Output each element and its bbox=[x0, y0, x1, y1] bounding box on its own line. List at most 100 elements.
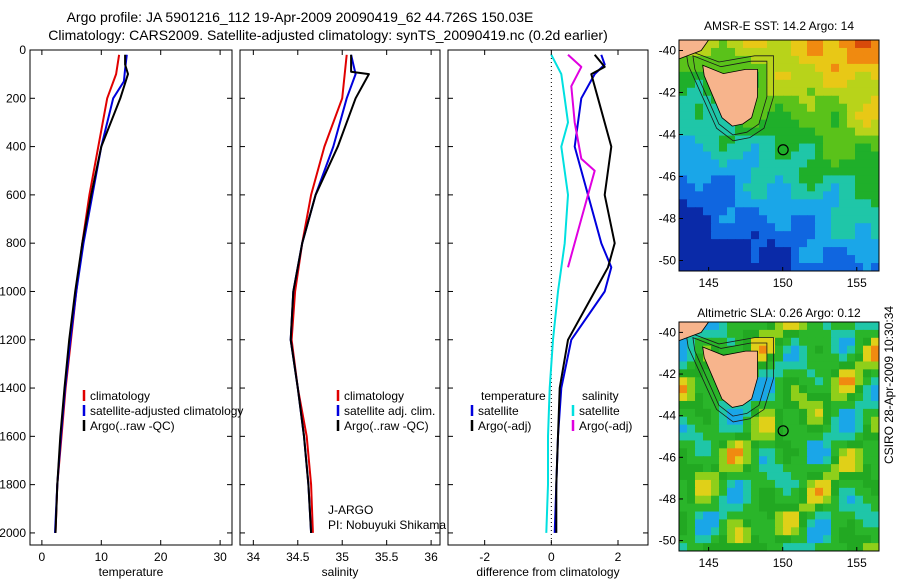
map-cell bbox=[751, 231, 760, 240]
map-cell bbox=[823, 329, 832, 339]
map-cell bbox=[767, 329, 776, 339]
map-cell bbox=[719, 239, 728, 248]
map-cell bbox=[767, 543, 776, 551]
map-cell bbox=[703, 448, 712, 457]
map-cell bbox=[791, 127, 800, 137]
map-cell bbox=[871, 247, 879, 256]
map-cell bbox=[759, 456, 768, 465]
map-cell bbox=[831, 47, 840, 57]
map-cell bbox=[711, 329, 720, 339]
map-cell bbox=[783, 322, 792, 331]
map-cell bbox=[871, 47, 879, 57]
map-cell bbox=[863, 353, 872, 363]
map-cell bbox=[815, 361, 824, 370]
map-cell bbox=[847, 472, 856, 481]
map-cell bbox=[727, 239, 736, 248]
map-cell bbox=[751, 239, 760, 248]
map-cell bbox=[839, 393, 848, 402]
map-cell bbox=[767, 40, 776, 49]
map-cell bbox=[871, 255, 879, 264]
map-cell bbox=[855, 408, 864, 418]
map-cell bbox=[735, 159, 744, 169]
map-cell bbox=[711, 103, 720, 113]
legend-header-salinity: salinity bbox=[582, 389, 619, 403]
map-cell bbox=[863, 408, 872, 418]
map-cell bbox=[743, 263, 752, 271]
map-cell bbox=[727, 456, 736, 465]
map-cell bbox=[823, 135, 832, 145]
map-cell bbox=[775, 183, 784, 192]
map-cell bbox=[799, 159, 808, 169]
map-cell bbox=[855, 527, 864, 536]
map-cell bbox=[687, 503, 696, 513]
map-cell bbox=[823, 432, 832, 442]
map-cell bbox=[839, 385, 848, 394]
x-tick-label: 0 bbox=[39, 550, 46, 564]
map-cell bbox=[863, 143, 872, 153]
map-cell bbox=[679, 87, 688, 97]
map-cell bbox=[863, 151, 872, 161]
map-cell bbox=[735, 479, 744, 489]
map-cell bbox=[687, 361, 696, 370]
map-cell bbox=[783, 87, 792, 97]
map-cell bbox=[743, 143, 752, 153]
tasmania-landmass bbox=[702, 346, 758, 408]
map-cell bbox=[839, 119, 848, 129]
map-cell bbox=[759, 377, 768, 386]
map-cell bbox=[815, 369, 824, 378]
map-cell bbox=[823, 167, 832, 177]
map-cell bbox=[711, 456, 720, 465]
map-cell bbox=[783, 543, 792, 551]
map-cell bbox=[679, 111, 688, 121]
map-cell bbox=[711, 543, 720, 551]
map-cell bbox=[791, 175, 800, 184]
map-cell bbox=[807, 464, 816, 473]
map-cell bbox=[831, 247, 840, 256]
map-cell bbox=[783, 63, 792, 73]
map-cell bbox=[783, 503, 792, 513]
map-cell bbox=[863, 337, 872, 347]
map-cell bbox=[767, 369, 776, 378]
map-cell bbox=[711, 464, 720, 473]
map-cell bbox=[767, 503, 776, 513]
map-cell bbox=[831, 159, 840, 169]
map-cell bbox=[823, 448, 832, 457]
map-cell bbox=[703, 495, 712, 505]
map-cell bbox=[839, 63, 848, 73]
map-cell bbox=[687, 487, 696, 497]
map-cell bbox=[695, 408, 704, 418]
map-cell bbox=[727, 143, 736, 153]
map-cell bbox=[871, 495, 879, 505]
map-cell bbox=[679, 456, 688, 465]
map-cell bbox=[679, 55, 688, 65]
map-cell bbox=[791, 87, 800, 97]
map-cell bbox=[791, 103, 800, 113]
map-cell bbox=[815, 159, 824, 169]
map-cell bbox=[831, 55, 840, 65]
map-cell bbox=[695, 183, 704, 192]
map-cell bbox=[831, 63, 840, 73]
map-cell bbox=[791, 408, 800, 418]
map-cell bbox=[855, 207, 864, 216]
map-cell bbox=[863, 487, 872, 497]
map-cell bbox=[767, 63, 776, 73]
map-cell bbox=[855, 215, 864, 224]
map-cell bbox=[703, 119, 712, 129]
map-cell bbox=[735, 255, 744, 264]
map-cell bbox=[783, 167, 792, 177]
map-cell bbox=[839, 175, 848, 184]
map-cell bbox=[751, 159, 760, 169]
map-cell bbox=[679, 127, 688, 137]
map-cell bbox=[871, 223, 879, 232]
map-cell bbox=[799, 263, 808, 271]
map-cell bbox=[679, 207, 688, 216]
map-cell bbox=[871, 183, 879, 192]
map-cell bbox=[799, 345, 808, 355]
map-x-tick-label: 155 bbox=[847, 556, 867, 570]
map-cell bbox=[823, 345, 832, 355]
map-cell bbox=[775, 175, 784, 184]
map-cell bbox=[775, 167, 784, 177]
map-cell bbox=[871, 543, 879, 551]
map-cell bbox=[743, 432, 752, 442]
map-cell bbox=[703, 377, 712, 386]
